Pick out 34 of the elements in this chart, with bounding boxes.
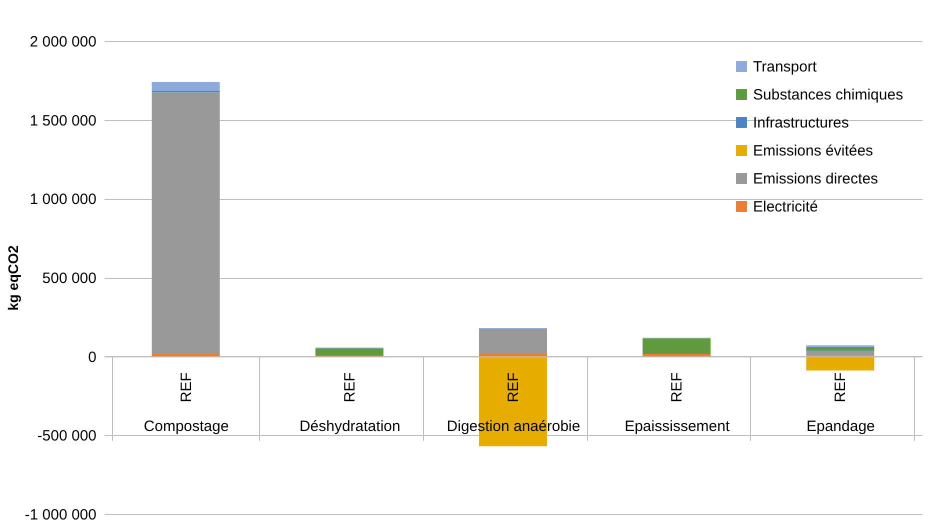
y-tick-label: 0 [88, 348, 96, 366]
y-axis-title: kg eqCO2 [4, 245, 21, 311]
y-tick-label: 2 000 000 [30, 34, 96, 50]
bar [152, 92, 220, 354]
bar [642, 338, 711, 354]
legend-label: Infrastructures [753, 114, 849, 132]
y-tick-label: 500 000 [42, 270, 96, 287]
y-tick-label: -1 000 000 [24, 506, 96, 523]
y-tick-label: 1 000 000 [30, 191, 96, 208]
annotation: REF [832, 372, 850, 402]
bar [806, 356, 874, 371]
x-tick-label: Epandage [806, 418, 875, 435]
legend-label: Emissions directes [753, 170, 878, 188]
annotation: REF [505, 372, 522, 402]
bar [806, 346, 874, 350]
x-tick-label: Epaississement [624, 418, 730, 435]
legend-label: Electricité [753, 198, 818, 216]
bar [152, 354, 220, 356]
annotation: REF [668, 372, 686, 402]
bar [315, 348, 384, 356]
x-tick-label: Compostage [144, 418, 229, 435]
y-tick-label: 1 500 000 [30, 112, 96, 130]
y-tick-label: -500 000 [37, 428, 96, 445]
bar [479, 328, 547, 354]
legend-label: Transport [753, 58, 818, 76]
annotation: REF [178, 372, 195, 402]
legend-label: Emissions évitées [753, 142, 874, 160]
bar [479, 354, 547, 356]
bar [806, 350, 874, 356]
bar [152, 82, 220, 91]
x-tick-label: Déshydratation [299, 418, 400, 435]
annotation: REF [341, 372, 358, 402]
bar [642, 354, 711, 356]
legend-label: Substances chimiques [753, 86, 904, 104]
